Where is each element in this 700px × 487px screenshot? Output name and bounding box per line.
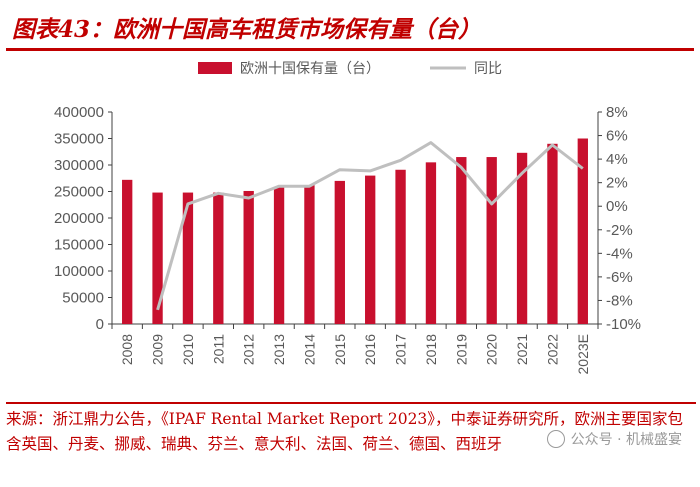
line-series [156,141,584,311]
chart-title: 图表43：欧洲十国高车租赁市场保有量（台） [12,16,482,43]
bar [395,169,406,324]
right-tick-label: -2% [606,222,633,239]
right-tick-label: 0% [606,198,628,215]
bar [273,187,285,324]
legend-bar-label: 欧洲十国保有量（台） [240,61,380,77]
right-tick-label: 4% [606,151,628,168]
x-tick-label: 2016 [362,334,378,365]
x-tick-label: 2018 [423,334,439,365]
x-tick-label: 2019 [453,334,469,365]
legend-bar-swatch [198,62,232,74]
bar [122,179,133,324]
x-tick-label: 2008 [119,334,135,365]
x-tick-label: 2012 [241,334,257,365]
left-tick-label: 100000 [54,263,104,280]
bar [486,157,497,324]
left-tick-label: 200000 [54,210,104,227]
bar [334,180,345,324]
left-tick-label: 250000 [54,184,104,201]
x-tick-label: 2017 [393,334,409,365]
bar-series [122,138,588,324]
x-tick-label: 2020 [484,334,500,365]
x-tick-label: 2010 [180,334,196,365]
source-note: 来源：浙江鼎力公告，《IPAF Rental Market Report 202… [6,402,696,457]
bar [425,162,437,324]
right-tick-label: 8% [606,104,628,121]
watermark-text: 公众号 · 机械盛宴 [570,432,682,448]
right-tick-label: -10% [606,316,641,333]
x-tick-label: 2014 [301,334,317,365]
x-tick-label: 2021 [514,334,530,365]
x-tick-label: 2023E [575,334,591,374]
left-tick-label: 50000 [62,290,104,307]
x-tick-label: 2022 [544,334,560,365]
x-tick-label: 2015 [332,334,348,365]
legend: 欧洲十国保有量（台） 同比 [198,61,502,77]
left-tick-label: 150000 [54,237,104,254]
right-tick-label: -6% [606,269,633,286]
x-tick-label: 2011 [210,334,226,364]
bar [213,192,224,324]
left-tick-label: 0 [96,316,104,333]
combo-chart: 欧洲十国保有量（台） 同比 0 50000 100000 150000 200000 250… [54,61,641,374]
bar [304,185,315,324]
left-tick-label: 300000 [54,157,104,174]
wechat-icon [546,430,565,448]
bar [547,143,558,324]
x-tick-label: 2013 [271,334,287,365]
bar [456,157,467,324]
tick-labels: 0 50000 100000 150000 200000 250000 300000 3500… [54,104,641,374]
yoy-line [156,141,584,311]
legend-line-label: 同比 [474,61,502,77]
right-tick-label: 6% [606,128,628,145]
left-tick-label: 400000 [54,104,104,121]
left-tick-label: 350000 [54,131,104,148]
bar [152,192,163,324]
watermark: 公众号 · 机械盛宴 [546,429,682,449]
x-tick-label: 2009 [150,334,166,365]
title-bar: 图表43：欧洲十国高车租赁市场保有量（台） [6,4,694,51]
bar [577,138,588,324]
bar [182,192,194,324]
right-tick-label: 2% [606,175,628,192]
right-tick-label: -8% [606,292,633,309]
bar [365,175,376,324]
bar [243,190,254,324]
bar [516,152,528,324]
right-tick-label: -4% [606,245,633,262]
